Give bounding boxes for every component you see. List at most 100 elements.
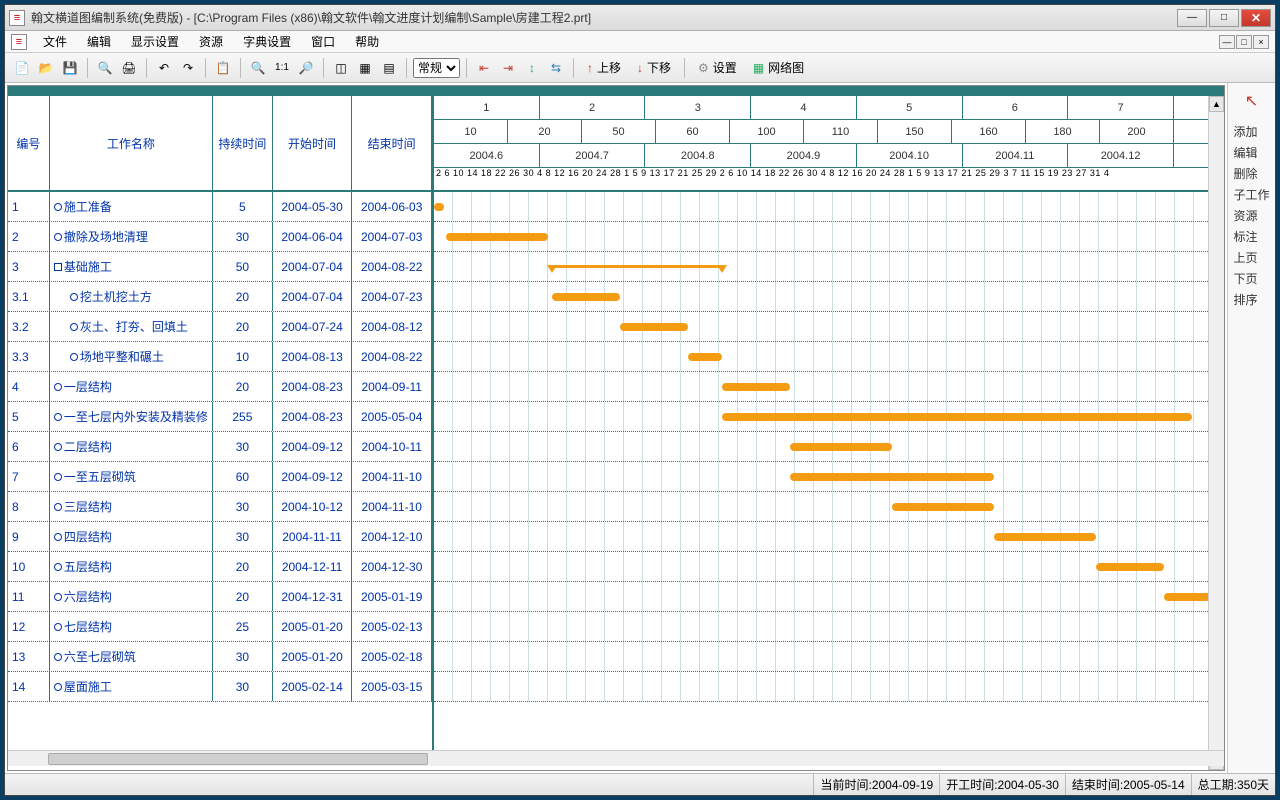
menu-字典设置[interactable]: 字典设置: [233, 31, 301, 52]
scroll-thumb[interactable]: [48, 753, 428, 765]
palette-子工作[interactable]: 子工作: [1229, 184, 1273, 205]
zoom11-icon[interactable]: 1:1: [271, 57, 293, 79]
gantt-bar[interactable]: [892, 503, 994, 511]
redo-icon[interactable]: ↷: [177, 57, 199, 79]
inner-max-button[interactable]: □: [1236, 35, 1252, 49]
col-num-header[interactable]: 编号: [8, 96, 50, 192]
table-row[interactable]: 3基础施工502004-07-042004-08-22: [8, 252, 432, 282]
palette-上页[interactable]: 上页: [1229, 247, 1273, 268]
col-end-header[interactable]: 结束时间: [352, 96, 432, 192]
table-row[interactable]: 7一至五层砌筑602004-09-122004-11-10: [8, 462, 432, 492]
table-row[interactable]: 13六至七层砌筑302005-01-202005-02-18: [8, 642, 432, 672]
zoomout-icon[interactable]: 🔍: [247, 57, 269, 79]
horizontal-scrollbar[interactable]: [8, 750, 1224, 766]
table-row[interactable]: 9四层结构302004-11-112004-12-10: [8, 522, 432, 552]
gantt-bar[interactable]: [790, 443, 892, 451]
chart-row[interactable]: [434, 462, 1224, 492]
print-icon[interactable]: 🖨: [118, 57, 140, 79]
table-row[interactable]: 5一至七层内外安装及精装修2552004-08-232005-05-04: [8, 402, 432, 432]
chart-row[interactable]: [434, 252, 1224, 282]
gantt-bar[interactable]: [722, 383, 790, 391]
table-row[interactable]: 14屋面施工302005-02-142005-03-15: [8, 672, 432, 702]
open-icon[interactable]: 📂: [35, 57, 57, 79]
palette-编辑[interactable]: 编辑: [1229, 142, 1273, 163]
col-dur-header[interactable]: 持续时间: [213, 96, 273, 192]
palette-排序[interactable]: 排序: [1229, 289, 1273, 310]
nav3-icon[interactable]: ↕: [521, 57, 543, 79]
table-row[interactable]: 10五层结构202004-12-112004-12-30: [8, 552, 432, 582]
cursor-tool-icon[interactable]: ↖: [1241, 89, 1262, 113]
table-row[interactable]: 4一层结构202004-08-232004-09-11: [8, 372, 432, 402]
layout2-icon[interactable]: ▦: [354, 57, 376, 79]
chart-row[interactable]: [434, 402, 1224, 432]
maximize-button[interactable]: □: [1209, 9, 1239, 27]
movedown-button[interactable]: ↓下移: [630, 57, 678, 79]
inner-close-button[interactable]: ×: [1253, 35, 1269, 49]
network-button[interactable]: ▦网络图: [746, 57, 811, 79]
chart-row[interactable]: [434, 492, 1224, 522]
gantt-bar[interactable]: [1096, 563, 1164, 571]
col-name-header[interactable]: 工作名称: [50, 96, 213, 192]
table-row[interactable]: 1施工准备52004-05-302004-06-03: [8, 192, 432, 222]
gantt-bar[interactable]: [446, 233, 548, 241]
layout1-icon[interactable]: ◫: [330, 57, 352, 79]
view-select[interactable]: 常规: [413, 58, 460, 78]
nav1-icon[interactable]: ⇤: [473, 57, 495, 79]
chart-row[interactable]: [434, 552, 1224, 582]
table-row[interactable]: 3.2灰土、打夯、回填土202004-07-242004-08-12: [8, 312, 432, 342]
gantt-bar[interactable]: [552, 293, 620, 301]
chart-row[interactable]: [434, 312, 1224, 342]
preview-icon[interactable]: 🔍: [94, 57, 116, 79]
new-icon[interactable]: 📄: [11, 57, 33, 79]
moveup-button[interactable]: ↑上移: [580, 57, 628, 79]
inner-min-button[interactable]: —: [1219, 35, 1235, 49]
gantt-bar[interactable]: [994, 533, 1096, 541]
menu-显示设置[interactable]: 显示设置: [121, 31, 189, 52]
chart-row[interactable]: [434, 282, 1224, 312]
copy-icon[interactable]: 📋: [212, 57, 234, 79]
vertical-scrollbar[interactable]: ▲ ▼: [1208, 96, 1224, 770]
palette-标注[interactable]: 标注: [1229, 226, 1273, 247]
menu-资源[interactable]: 资源: [189, 31, 233, 52]
palette-下页[interactable]: 下页: [1229, 268, 1273, 289]
menu-编辑[interactable]: 编辑: [77, 31, 121, 52]
gantt-bar[interactable]: [552, 265, 722, 268]
zoomin-icon[interactable]: 🔎: [295, 57, 317, 79]
table-row[interactable]: 3.1挖土机挖土方202004-07-042004-07-23: [8, 282, 432, 312]
menu-文件[interactable]: 文件: [33, 31, 77, 52]
gantt-bar[interactable]: [620, 323, 688, 331]
chart-row[interactable]: [434, 672, 1224, 702]
chart-row[interactable]: [434, 612, 1224, 642]
chart-row[interactable]: [434, 342, 1224, 372]
undo-icon[interactable]: ↶: [153, 57, 175, 79]
chart-row[interactable]: [434, 522, 1224, 552]
table-row[interactable]: 3.3场地平整和碾土102004-08-132004-08-22: [8, 342, 432, 372]
table-row[interactable]: 11六层结构202004-12-312005-01-19: [8, 582, 432, 612]
chart-row[interactable]: [434, 372, 1224, 402]
nav2-icon[interactable]: ⇥: [497, 57, 519, 79]
gantt-bar[interactable]: [688, 353, 722, 361]
chart-row[interactable]: [434, 582, 1224, 612]
minimize-button[interactable]: —: [1177, 9, 1207, 27]
save-icon[interactable]: 💾: [59, 57, 81, 79]
gantt-bar[interactable]: [722, 413, 1192, 421]
chart-row[interactable]: [434, 642, 1224, 672]
menu-帮助[interactable]: 帮助: [345, 31, 389, 52]
nav4-icon[interactable]: ⇆: [545, 57, 567, 79]
gantt-bar[interactable]: [790, 473, 994, 481]
settings-button[interactable]: ⚙设置: [691, 57, 744, 79]
palette-删除[interactable]: 删除: [1229, 163, 1273, 184]
close-button[interactable]: ✕: [1241, 9, 1271, 27]
gantt-bar[interactable]: [434, 203, 444, 211]
menu-窗口[interactable]: 窗口: [301, 31, 345, 52]
chart-row[interactable]: [434, 432, 1224, 462]
layout3-icon[interactable]: ▤: [378, 57, 400, 79]
table-row[interactable]: 6二层结构302004-09-122004-10-11: [8, 432, 432, 462]
table-row[interactable]: 8三层结构302004-10-122004-11-10: [8, 492, 432, 522]
gantt-chart[interactable]: 1234567 10205060100110150160180200 2004.…: [434, 96, 1224, 750]
chart-row[interactable]: [434, 192, 1224, 222]
table-row[interactable]: 2撤除及场地清理302004-06-042004-07-03: [8, 222, 432, 252]
palette-添加[interactable]: 添加: [1229, 121, 1273, 142]
col-start-header[interactable]: 开始时间: [273, 96, 353, 192]
table-row[interactable]: 12七层结构252005-01-202005-02-13: [8, 612, 432, 642]
